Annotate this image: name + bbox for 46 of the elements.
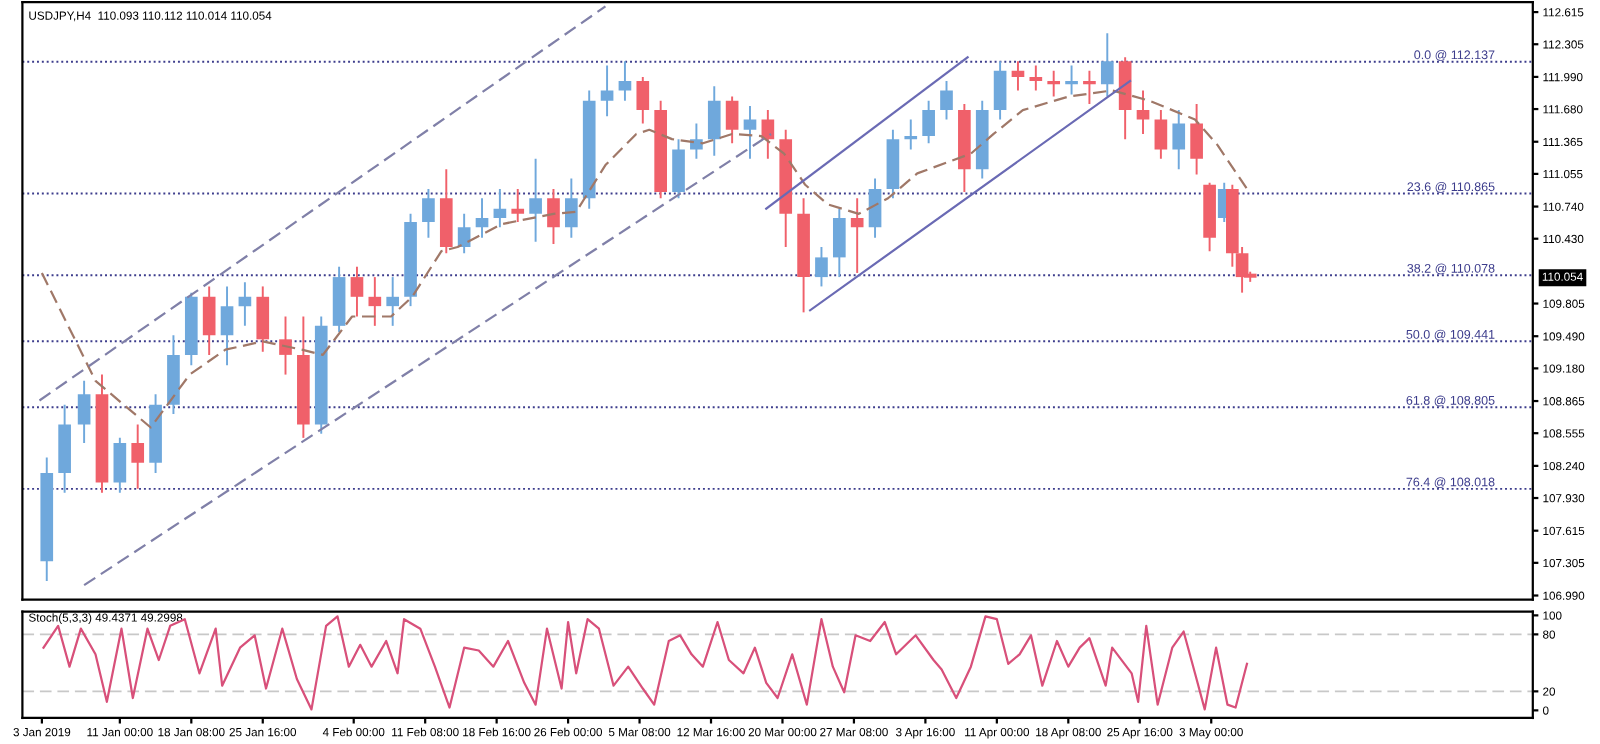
candlestick [368,276,382,327]
candlestick [1172,109,1186,171]
candlestick [761,109,775,160]
candlestick [672,138,685,200]
candlestick [1190,102,1203,176]
candlestick [113,436,127,494]
candlestick [636,75,650,125]
candlestick [904,118,918,151]
candlestick [131,423,145,490]
candlestick [743,104,757,160]
candlestick [529,157,542,243]
candlestick [475,197,489,239]
candlestick [1065,64,1078,96]
candlestick [279,315,292,376]
candlestick [511,187,525,224]
candlestick [1154,109,1168,160]
candlestick [422,187,435,239]
candlestick [77,379,91,445]
line-series [40,89,1249,429]
candlestick [600,64,614,118]
candlestick [1011,60,1025,92]
candlestick [707,85,721,157]
candlestick [457,212,471,255]
candlestick [1047,69,1061,98]
candlestick [815,246,828,288]
candlestick [940,80,953,121]
candlestick [850,197,864,274]
candlestick [1136,89,1150,135]
candlestick [725,95,739,145]
candlestick [238,281,252,327]
candlestick [547,187,560,245]
candlestick [386,276,400,327]
candlestick [618,60,632,102]
candlestick [1029,64,1043,92]
candlestick [565,177,578,239]
candlestick [993,60,1007,121]
candlestick [832,207,846,279]
candlestick [1100,32,1114,98]
candlestick [220,285,234,367]
candlestick [922,99,935,145]
candlestick [1083,69,1096,105]
candlestick [690,122,703,160]
candlestick [202,285,216,356]
candlestick [350,265,364,318]
candlestick [493,187,507,229]
candlestick [256,285,270,353]
